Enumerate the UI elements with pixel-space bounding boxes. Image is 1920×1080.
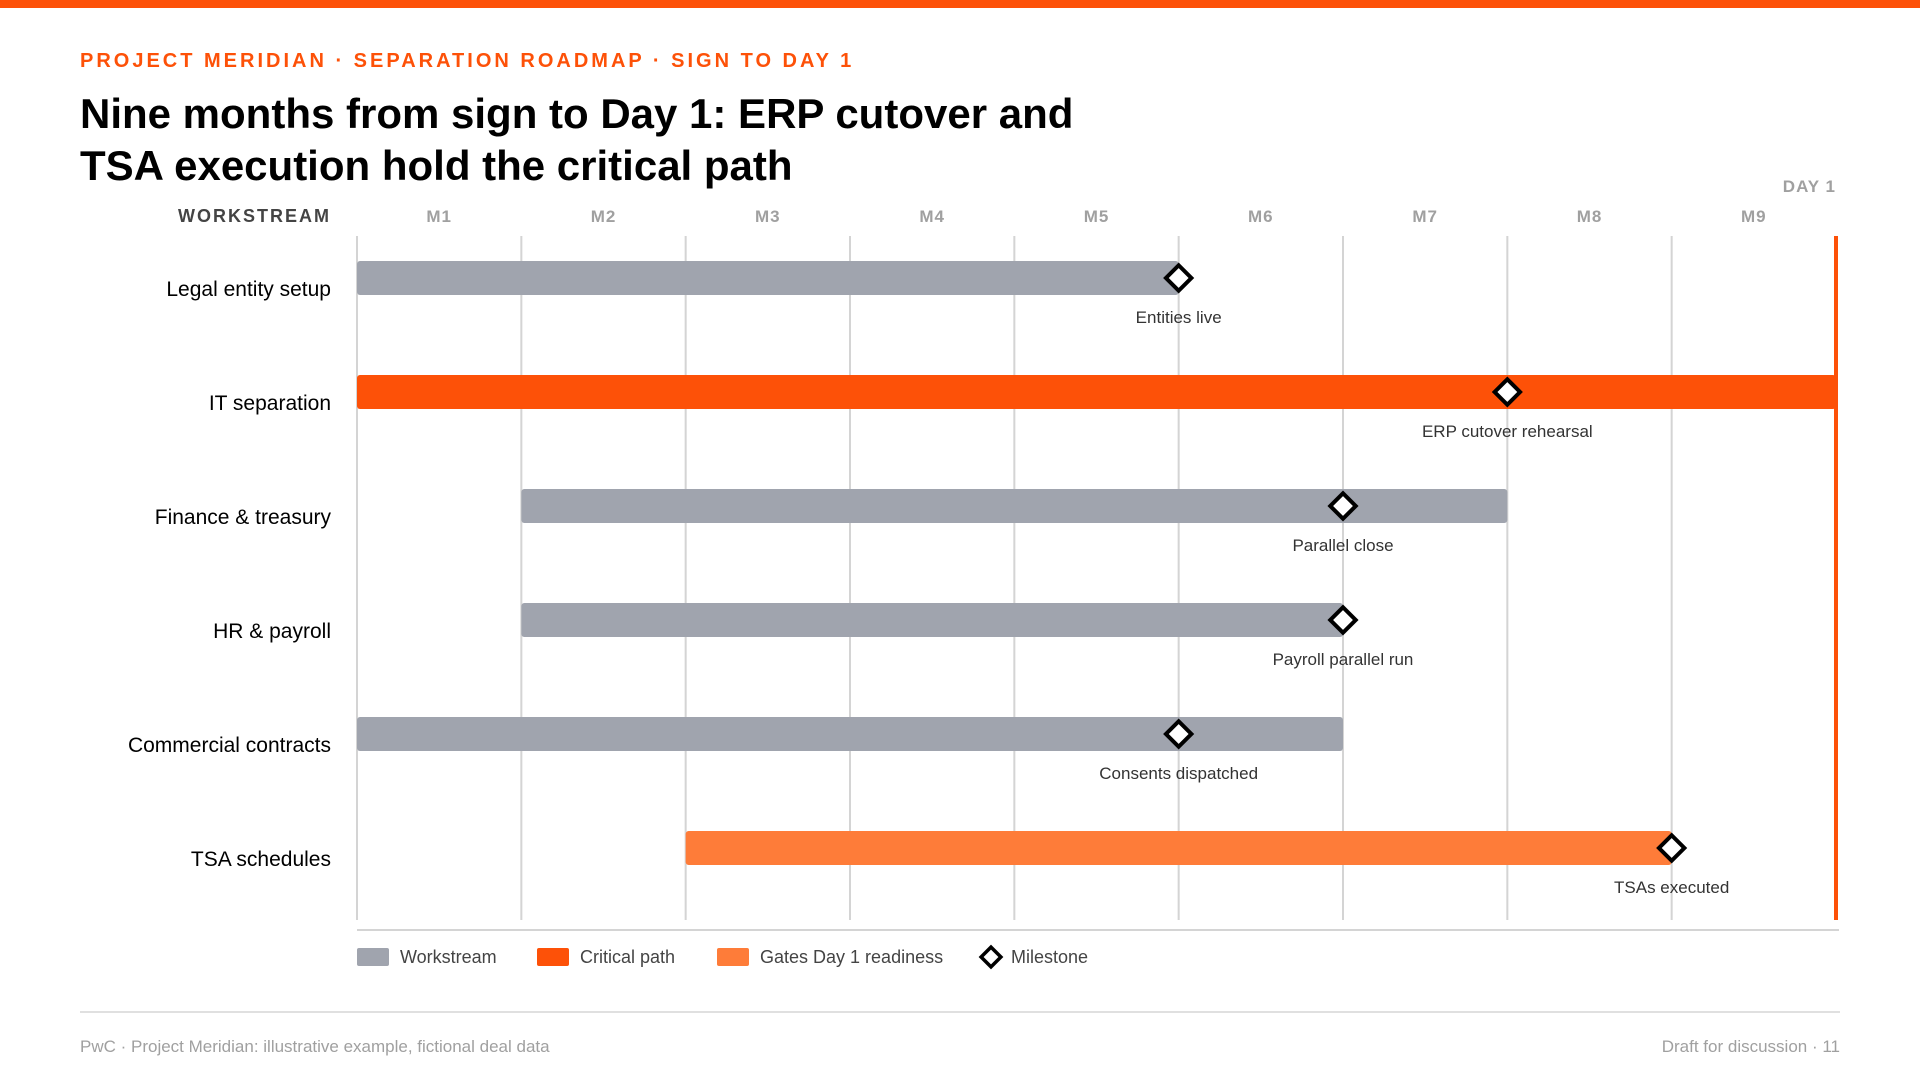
month-tick-label: M5	[1084, 207, 1110, 226]
legend-milestone-swatch	[978, 944, 1004, 970]
legend-label: Milestone	[1011, 947, 1088, 967]
footer-source: PwC · Project Meridian: illustrative exa…	[80, 1037, 550, 1056]
workstream-bar	[357, 717, 1343, 751]
workstream-label: IT separation	[209, 392, 331, 415]
month-tick-label: M9	[1741, 207, 1767, 226]
month-tick-label: M8	[1577, 207, 1603, 226]
milestone-diamond	[1163, 262, 1195, 294]
milestone-label: Payroll parallel run	[1273, 650, 1414, 669]
gantt-chart: WORKSTREAM M1 M2 M3 M4 M5 M6 M7 M8 M9 Legal entity…	[128, 177, 1839, 970]
workstream-bar	[521, 489, 1508, 523]
workstream-bar	[521, 603, 1343, 637]
month-tick-label: M7	[1412, 207, 1438, 226]
month-tick-label: M3	[755, 207, 781, 226]
month-tick-label: M4	[919, 207, 945, 226]
milestone-diamond	[1491, 376, 1523, 408]
day1-label: DAY 1	[1783, 177, 1836, 196]
workstream-bar	[357, 375, 1836, 409]
milestone-diamond	[1163, 718, 1195, 750]
workstream-label: HR & payroll	[213, 620, 331, 643]
month-tick-label: M6	[1248, 207, 1274, 226]
workstream-column-header: WORKSTREAM	[178, 206, 331, 226]
legend-label: Gates Day 1 readiness	[760, 947, 943, 967]
legend-critical-swatch	[537, 948, 569, 966]
milestone-diamond	[1327, 604, 1359, 636]
footer-divider	[80, 1011, 1840, 1013]
legend-workstream-swatch	[357, 948, 389, 966]
milestone-label: ERP cutover rehearsal	[1422, 422, 1593, 441]
month-tick-label: M2	[591, 207, 617, 226]
legend-label: Workstream	[400, 947, 497, 967]
workstream-bar	[357, 261, 1179, 295]
top-accent-rule	[0, 0, 1920, 8]
workstream-label: TSA schedules	[191, 848, 331, 871]
eyebrow: PROJECT MERIDIAN · SEPARATION ROADMAP · …	[80, 50, 855, 72]
milestone-diamond	[1656, 832, 1688, 864]
slide-title: Nine months from sign to Day 1: ERP cuto…	[80, 90, 1074, 189]
workstream-bar	[685, 831, 1672, 865]
milestone-label: TSAs executed	[1614, 878, 1729, 897]
workstream-label: Finance & treasury	[155, 506, 332, 529]
footer-page: Draft for discussion · 11	[1661, 1037, 1840, 1056]
month-tick-label: M1	[426, 207, 452, 226]
workstream-label: Commercial contracts	[128, 734, 331, 757]
workstream-label: Legal entity setup	[166, 278, 331, 301]
legend-label: Critical path	[580, 947, 675, 967]
legend-gates-swatch	[717, 948, 749, 966]
milestone-diamond	[1327, 490, 1359, 522]
milestone-label: Entities live	[1136, 308, 1222, 327]
milestone-label: Consents dispatched	[1099, 764, 1258, 783]
milestone-label: Parallel close	[1292, 536, 1393, 555]
